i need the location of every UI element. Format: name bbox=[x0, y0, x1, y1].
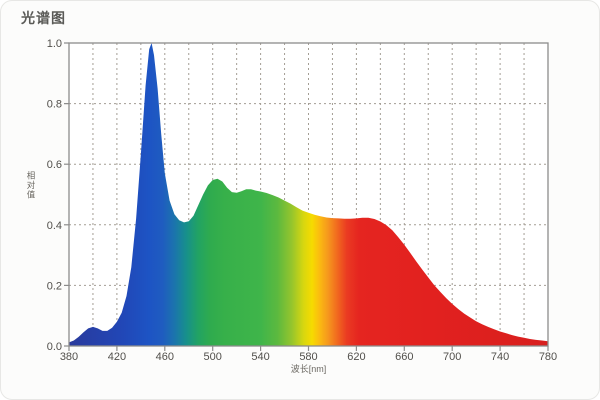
y-tick-label: 0.8 bbox=[47, 99, 62, 111]
y-tick-label: 0.2 bbox=[47, 280, 62, 292]
x-tick-label: 380 bbox=[60, 351, 78, 363]
x-tick-label: 420 bbox=[108, 351, 126, 363]
x-tick-label: 660 bbox=[395, 351, 413, 363]
y-axis-label: 相对值 bbox=[26, 171, 36, 200]
y-tick-label: 1.0 bbox=[47, 38, 62, 50]
x-tick-label: 500 bbox=[204, 351, 222, 363]
chart-title: 光谱图 bbox=[21, 10, 66, 26]
x-tick-label: 580 bbox=[299, 351, 317, 363]
axis-tick-labels: 380 420 460 500 540 580 620 660 700 740 780 0.0 0.2 0… bbox=[47, 38, 557, 363]
y-tick-label: 0.0 bbox=[47, 341, 62, 353]
axis-ticks bbox=[64, 42, 549, 351]
spectrum-area bbox=[69, 43, 548, 346]
x-tick-label: 740 bbox=[491, 351, 509, 363]
y-tick-label: 0.4 bbox=[47, 220, 62, 232]
x-tick-label: 460 bbox=[156, 351, 174, 363]
x-axis-label: 波长[nm] bbox=[290, 364, 327, 374]
x-tick-label: 620 bbox=[347, 351, 365, 363]
x-tick-label: 780 bbox=[539, 351, 557, 363]
y-tick-label: 0.6 bbox=[47, 159, 62, 171]
x-tick-label: 700 bbox=[443, 351, 461, 363]
x-tick-label: 540 bbox=[251, 351, 269, 363]
